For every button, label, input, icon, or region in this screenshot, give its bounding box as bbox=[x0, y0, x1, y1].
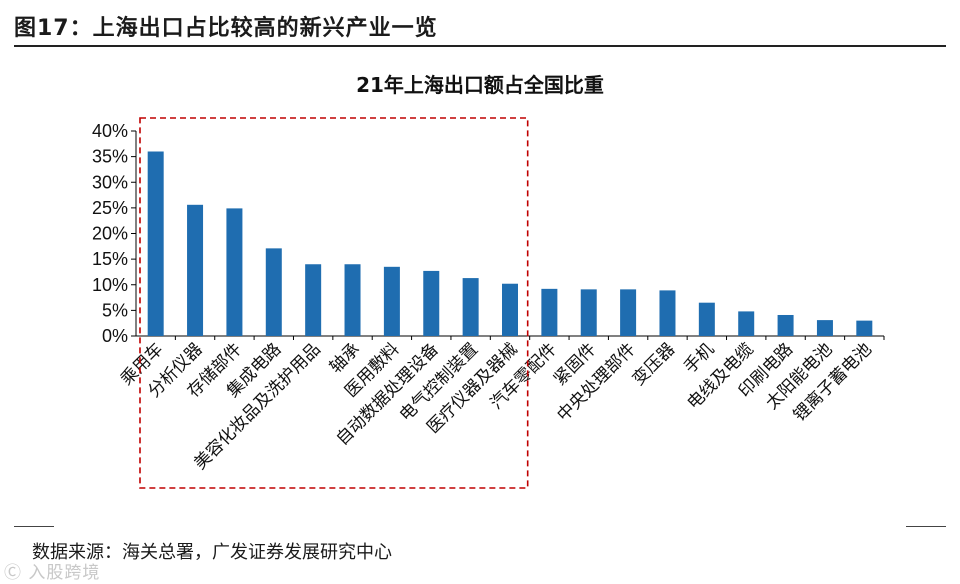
bar bbox=[187, 204, 204, 336]
bar bbox=[383, 266, 400, 336]
bar bbox=[147, 151, 164, 336]
bar bbox=[856, 320, 873, 336]
highlight-box bbox=[139, 117, 529, 489]
x-tick-label: 变压器 bbox=[629, 339, 679, 389]
bar bbox=[777, 314, 794, 336]
bar bbox=[305, 264, 322, 336]
y-tick-label: 30% bbox=[92, 172, 128, 192]
bar bbox=[226, 208, 243, 336]
y-tick-label: 35% bbox=[92, 147, 128, 167]
watermark-logo: Ⓒ 入股跨境 bbox=[4, 563, 101, 583]
y-tick-label: 20% bbox=[92, 224, 128, 244]
bar bbox=[344, 264, 361, 336]
y-tick-label: 15% bbox=[92, 249, 128, 269]
bar bbox=[580, 289, 597, 336]
bar bbox=[698, 302, 715, 336]
bar bbox=[541, 288, 558, 336]
bar bbox=[659, 290, 676, 336]
figure-title: 图17：上海出口占比较高的新兴产业一览 bbox=[14, 16, 438, 41]
y-tick-label: 0% bbox=[102, 326, 128, 346]
source-note: 数据来源：海关总署，广发证券发展研究中心 bbox=[32, 542, 392, 563]
y-tick-label: 40% bbox=[92, 121, 128, 141]
bar bbox=[462, 278, 479, 336]
top-divider bbox=[14, 45, 946, 47]
bottom-divider-left bbox=[14, 526, 54, 527]
bar bbox=[265, 248, 282, 336]
y-axis: 0% 5% 10% 15% 20% 25% 30% 35% 40% bbox=[92, 121, 884, 346]
chart-title: 21年上海出口额占全国比重 bbox=[356, 73, 604, 97]
bar bbox=[620, 289, 637, 336]
bottom-divider-right bbox=[906, 526, 946, 527]
bar bbox=[423, 270, 440, 336]
bar bbox=[738, 311, 755, 336]
bars-group bbox=[147, 151, 873, 336]
bar bbox=[816, 320, 833, 336]
bar bbox=[502, 283, 518, 336]
y-tick-label: 10% bbox=[92, 275, 128, 295]
y-tick-label: 25% bbox=[92, 198, 128, 218]
y-tick-label: 5% bbox=[102, 300, 128, 320]
